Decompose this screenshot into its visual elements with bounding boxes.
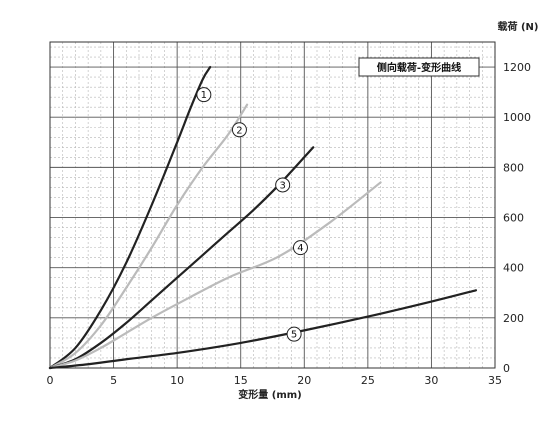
series-line-1	[48, 65, 212, 370]
series-line-3	[48, 146, 315, 370]
series-marker-1: 1	[196, 87, 212, 103]
series-marker-circle	[231, 122, 247, 138]
minor-grid	[50, 42, 495, 368]
series-line-2	[48, 103, 249, 370]
plot-frame	[49, 41, 496, 369]
major-grid	[49, 42, 496, 369]
x-tick-label: 30	[424, 374, 438, 387]
x-tick-label: 20	[297, 374, 311, 387]
series-marker-circle	[196, 87, 212, 103]
y-tick-label: 0	[503, 362, 510, 375]
series-line-4	[48, 181, 382, 370]
series-marker-5: 5	[286, 326, 302, 342]
y-tick-label: 200	[503, 312, 524, 325]
y-axis-ticks: 0 200 400 600 800 1000 1200	[503, 61, 531, 375]
y-tick-label: 400	[503, 262, 524, 275]
legend-box: 侧向载荷-变形曲线	[358, 57, 480, 77]
x-axis-ticks: 0 5 10 15 20 25 30 35	[47, 374, 503, 387]
y-axis-title: 载荷 (N)	[498, 20, 539, 33]
series-marker-label: 5	[291, 330, 297, 341]
x-tick-label: 35	[488, 374, 502, 387]
series-markers: 1 2 3 4 5	[196, 87, 308, 342]
series-marker-label: 2	[236, 125, 242, 136]
y-tick-label: 600	[503, 212, 524, 225]
series-marker-4: 4	[292, 240, 308, 256]
series-marker-2: 2	[231, 122, 247, 138]
series-marker-circle	[275, 177, 291, 193]
x-tick-label: 5	[110, 374, 117, 387]
x-tick-label: 10	[170, 374, 184, 387]
chart-title: 侧向载荷-变形曲线	[377, 61, 461, 74]
series-marker-label: 4	[297, 243, 303, 254]
x-tick-label: 0	[47, 374, 54, 387]
series-marker-circle	[286, 326, 302, 342]
y-tick-label: 1200	[503, 61, 531, 74]
x-tick-label: 25	[361, 374, 375, 387]
series-marker-label: 1	[201, 90, 207, 101]
y-tick-label: 800	[503, 161, 524, 174]
series-line-5	[48, 289, 478, 370]
x-axis-title: 变形量 (mm)	[238, 388, 301, 401]
series-marker-label: 3	[279, 180, 285, 191]
series-marker-circle	[292, 240, 308, 256]
x-tick-label: 15	[234, 374, 248, 387]
y-tick-label: 1000	[503, 111, 531, 124]
series-layer	[48, 65, 478, 370]
series-marker-3: 3	[275, 177, 291, 193]
